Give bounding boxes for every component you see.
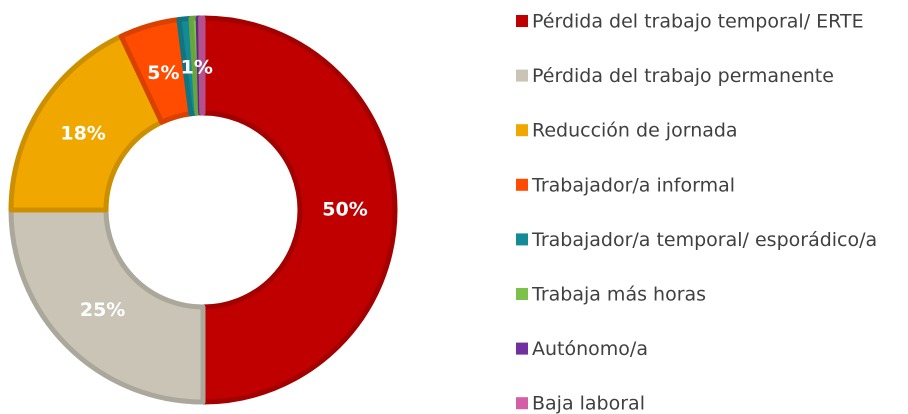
legend-swatch (516, 178, 528, 191)
slice (198, 15, 206, 116)
legend-swatch (516, 342, 528, 355)
legend-label: Trabajador/a temporal/ esporádico/a (531, 229, 877, 251)
legend-swatch (516, 288, 528, 300)
legend-swatch (516, 397, 528, 410)
data-label: 1% (181, 57, 213, 79)
legend-label: Reducción de jornada (532, 120, 738, 142)
slice (200, 15, 398, 405)
data-label: 25% (80, 299, 125, 321)
legend-label: Autónomo/a (532, 338, 648, 360)
legend-swatch (516, 233, 528, 246)
slice (8, 207, 206, 405)
legend-label: Baja laboral (532, 393, 645, 414)
legend-swatch (516, 15, 528, 27)
legend-label: Trabajador/a informal (531, 174, 735, 196)
legend-swatch (516, 69, 528, 82)
data-label: 50% (322, 199, 367, 221)
slice (8, 33, 165, 213)
legend-label: Pérdida del trabajo permanente (532, 65, 834, 87)
legend-label: Pérdida del trabajo temporal/ ERTE (532, 11, 864, 33)
legend-label: Trabaja más horas (531, 284, 706, 306)
legend-swatch (516, 124, 528, 137)
data-label: 18% (60, 122, 105, 144)
data-label: 5% (147, 62, 179, 84)
